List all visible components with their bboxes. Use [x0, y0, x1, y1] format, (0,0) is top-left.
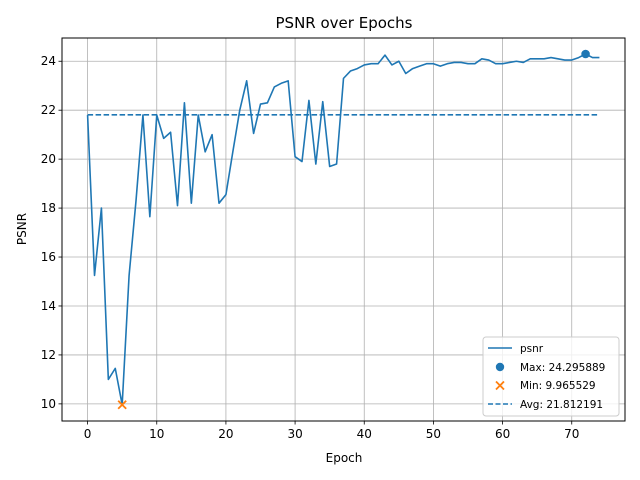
x-tick-label: 0 — [84, 427, 92, 441]
legend-max-swatch — [495, 362, 505, 372]
legend-min-label: Min: 9.965529 — [520, 380, 596, 392]
y-tick-label: 16 — [41, 250, 56, 264]
chart-title: PSNR over Epochs — [276, 14, 413, 32]
legend-psnr-label: psnr — [520, 343, 544, 355]
x-tick-label: 50 — [426, 427, 441, 441]
y-tick-label: 14 — [41, 299, 56, 313]
x-tick-label: 40 — [357, 427, 372, 441]
x-tick-label: 60 — [495, 427, 510, 441]
x-tick-label: 30 — [287, 427, 302, 441]
legend-min-swatch — [495, 380, 505, 391]
y-tick-label: 20 — [41, 152, 56, 166]
legend-box — [482, 336, 620, 417]
y-axis-ticks: 10 12 14 16 18 20 22 24 — [41, 54, 62, 411]
max-marker — [581, 49, 590, 59]
x-tick-label: 70 — [564, 427, 579, 441]
x-tick-label: 10 — [149, 427, 164, 441]
legend: psnr Max: 24.295889 Min: 9.965529 Avg: 2… — [482, 336, 620, 417]
plot-area — [61, 37, 626, 422]
x-axis-ticks: 0 10 20 30 40 50 60 70 — [84, 421, 579, 441]
legend-avg-label: Avg: 21.812191 — [520, 399, 603, 411]
y-tick-label: 24 — [41, 54, 56, 68]
legend-max-label: Max: 24.295889 — [520, 362, 605, 374]
psnr-series-line — [86, 53, 600, 406]
min-marker — [117, 400, 127, 410]
y-tick-label: 22 — [41, 103, 56, 117]
x-tick-label: 20 — [218, 427, 233, 441]
y-tick-label: 10 — [41, 397, 56, 411]
series-layer — [86, 49, 600, 410]
axes-frame — [61, 37, 626, 422]
y-tick-label: 12 — [41, 348, 56, 362]
y-tick-label: 18 — [41, 201, 56, 215]
x-axis-label: Epoch — [326, 451, 363, 465]
y-axis-label: PSNR — [15, 213, 29, 245]
